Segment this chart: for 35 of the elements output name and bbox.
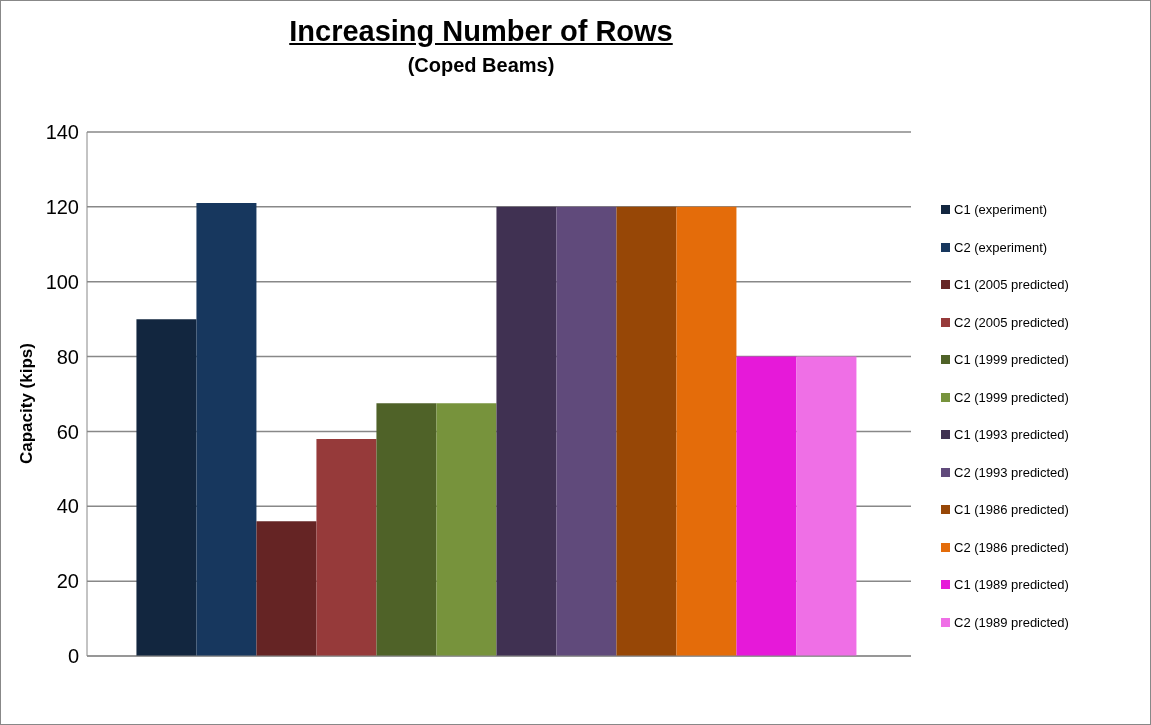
bar [436,403,497,656]
y-tick-label: 120 [45,195,79,218]
legend-label: C1 (1993 predicted) [954,427,1069,443]
chart-title: Increasing Number of Rows [288,15,674,48]
chart-subtitle: (Coped Beams) [406,54,556,77]
bar [796,356,857,656]
legend-label: C1 (2005 predicted) [954,277,1069,293]
bar [616,206,677,656]
legend-label: C2 (1999 predicted) [954,389,1069,405]
y-tick-label: 20 [56,570,79,593]
bar [676,206,737,656]
bar [256,521,317,656]
legend-label: C1 (1989 predicted) [954,577,1069,593]
bar [496,206,557,656]
legend-label: C1 (experiment) [954,202,1048,218]
bar [196,203,257,656]
legend-label: C2 (1989 predicted) [954,614,1069,630]
y-axis-title: Capacity (kips) [17,343,37,464]
bar [736,356,797,656]
bar [136,319,197,656]
bar [316,438,377,656]
bar [556,206,617,656]
y-tick-label: 60 [56,420,79,443]
y-tick-label: 80 [56,345,79,368]
y-tick-label: 140 [45,121,79,144]
legend-label: C1 (1999 predicted) [954,352,1069,368]
legend-label: C2 (experiment) [954,239,1048,255]
y-tick-label: 40 [56,495,79,518]
legend-label: C2 (2005 predicted) [954,314,1069,330]
y-tick-label: 100 [45,270,79,293]
bar [376,403,437,656]
legend-label: C2 (1993 predicted) [954,464,1069,480]
y-tick-label: 0 [67,645,79,668]
legend-label: C2 (1986 predicted) [954,539,1069,555]
legend-label: C1 (1986 predicted) [954,502,1069,518]
